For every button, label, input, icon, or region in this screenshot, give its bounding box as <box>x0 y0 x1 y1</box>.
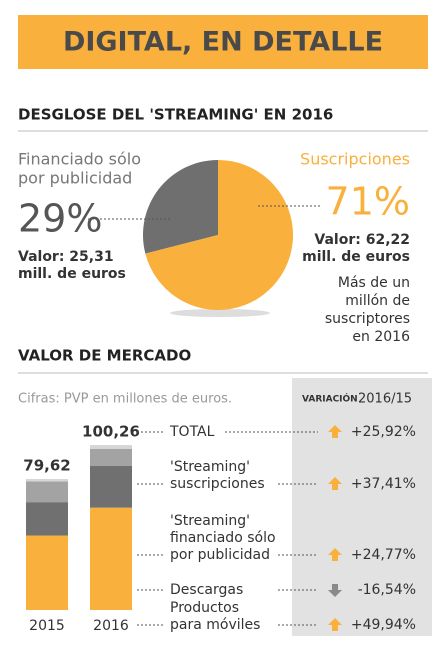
variation-label: +24,77% <box>351 547 416 563</box>
row-label: por publicidad <box>170 547 270 563</box>
variation-arrow <box>328 548 342 561</box>
row-label: para móviles <box>170 617 260 633</box>
pie-slice <box>143 160 218 254</box>
variation-arrow <box>328 584 342 597</box>
bar-title: VALOR DE MERCADO <box>18 347 191 365</box>
row-label: Productos <box>170 600 239 616</box>
bar-segment <box>26 479 68 482</box>
note: suscriptores <box>325 311 410 327</box>
pie-slice <box>145 160 294 311</box>
total-label: 79,62 <box>23 457 70 475</box>
variation-label: +49,94% <box>351 617 416 633</box>
bar-segment <box>26 502 68 536</box>
note: Más de un <box>338 275 410 291</box>
row-label: TOTAL <box>169 424 215 440</box>
year-label: 2015 <box>29 618 65 634</box>
row-label: financiado sólo <box>170 530 276 546</box>
amount-label: Valor: 62,22 <box>314 232 410 248</box>
note: en 2016 <box>352 329 410 345</box>
variation-panel <box>292 378 432 636</box>
row-label: suscripciones <box>170 476 265 492</box>
bar-segment <box>26 481 68 503</box>
main-title: DIGITAL, EN DETALLE <box>63 27 383 58</box>
bar-segment <box>90 445 132 449</box>
row-label: Descargas <box>170 582 243 598</box>
slice-percent: 71% <box>326 180 410 224</box>
row-label: 'Streaming' <box>170 459 250 475</box>
variation-arrow <box>328 425 342 438</box>
variation-label: +25,92% <box>351 424 416 440</box>
slice-label: por publicidad <box>18 169 132 188</box>
year-label: 2016 <box>93 618 129 634</box>
total-label: 100,26 <box>82 423 140 441</box>
pie-title: DESGLOSE DEL 'STREAMING' EN 2016 <box>18 106 333 124</box>
slice-label: Financiado sólo <box>18 150 141 169</box>
bar-segment <box>90 466 132 508</box>
variation-title: 2016/15 <box>358 392 412 407</box>
title-band <box>18 15 428 69</box>
bar-segment <box>90 507 132 610</box>
row-label: 'Streaming' <box>170 513 250 529</box>
pie-shadow <box>170 309 270 317</box>
variation-arrow <box>328 618 342 631</box>
bar-segment <box>90 448 132 467</box>
amount-label: mill. de euros <box>302 249 410 265</box>
note: millón de <box>345 293 410 309</box>
slice-label: Suscripciones <box>300 150 410 169</box>
variation-arrow <box>328 477 342 490</box>
variation-label: +37,41% <box>351 476 416 492</box>
bar-segment <box>26 535 68 610</box>
bar-subtitle: Cifras: PVP en millones de euros. <box>18 392 232 407</box>
variation-label: -16,54% <box>358 582 416 598</box>
amount-label: mill. de euros <box>18 266 126 282</box>
amount-label: Valor: 25,31 <box>18 249 114 265</box>
variation-title: VARIACIÓN <box>302 393 358 405</box>
